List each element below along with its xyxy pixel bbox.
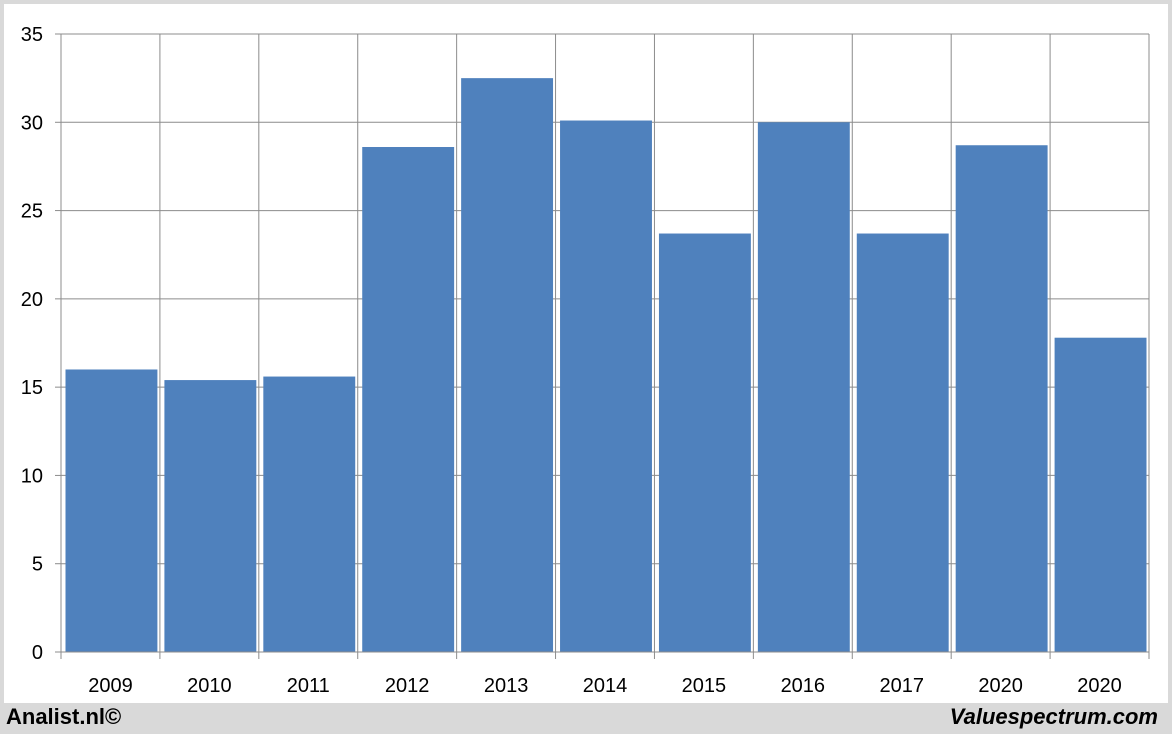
bar — [362, 147, 455, 652]
footer-right-credit: Valuespectrum.com — [949, 704, 1158, 729]
y-tick-label: 5 — [32, 554, 43, 576]
tick-labels: 0 5 10 15 20 25 30 35 2009 2010 2011 2012 2013 2014 20… — [21, 24, 1122, 697]
bar — [560, 120, 652, 652]
y-tick-label: 0 — [32, 642, 43, 664]
y-tick-label: 30 — [21, 112, 43, 134]
x-tick-label: 2020 — [978, 675, 1023, 697]
x-tick-label: 2016 — [781, 675, 826, 697]
bar-chart: 0 5 10 15 20 25 30 35 2009 2010 2011 2012 2013 2014 20… — [21, 24, 1150, 697]
x-tick-label: 2017 — [879, 675, 924, 697]
footer-left-credit: Analist.nl© — [6, 704, 122, 729]
y-tick-label: 20 — [21, 289, 43, 311]
y-tick-label: 10 — [21, 465, 43, 487]
bar — [658, 233, 751, 653]
bar — [955, 145, 1048, 653]
x-tick-label: 2014 — [583, 675, 628, 697]
bar — [164, 380, 257, 652]
bar — [757, 122, 850, 653]
y-tick-label: 15 — [21, 377, 43, 399]
x-tick-label: 2011 — [287, 675, 330, 697]
y-tick-label: 25 — [21, 201, 43, 223]
x-tick-label: 2012 — [385, 675, 430, 697]
bar — [856, 233, 949, 653]
bar — [1054, 337, 1147, 652]
bar — [263, 376, 356, 652]
x-tick-label: 2020 — [1077, 675, 1122, 697]
bar — [65, 369, 158, 652]
x-tick-label: 2015 — [682, 675, 727, 697]
x-tick-label: 2010 — [187, 675, 232, 697]
x-tick-label: 2013 — [484, 675, 529, 697]
x-tick-label: 2009 — [88, 675, 133, 697]
y-tick-label: 35 — [21, 24, 43, 46]
axes — [55, 33, 1150, 659]
bar — [461, 78, 554, 652]
bars — [65, 78, 1147, 653]
